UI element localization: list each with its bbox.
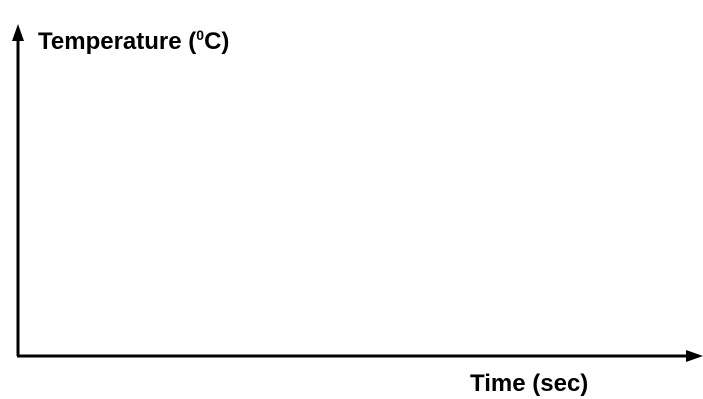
x-axis-arrowhead — [686, 350, 703, 362]
y-axis-label: Temperature (0C) — [38, 27, 230, 55]
y-axis-label-degree-superscript: 0 — [196, 27, 205, 43]
x-axis-label: Time (sec) — [470, 370, 589, 397]
y-axis-label-suffix: C) — [204, 28, 230, 55]
y-axis-arrowhead — [12, 24, 24, 41]
y-axis-label-prefix: Temperature ( — [38, 28, 197, 55]
